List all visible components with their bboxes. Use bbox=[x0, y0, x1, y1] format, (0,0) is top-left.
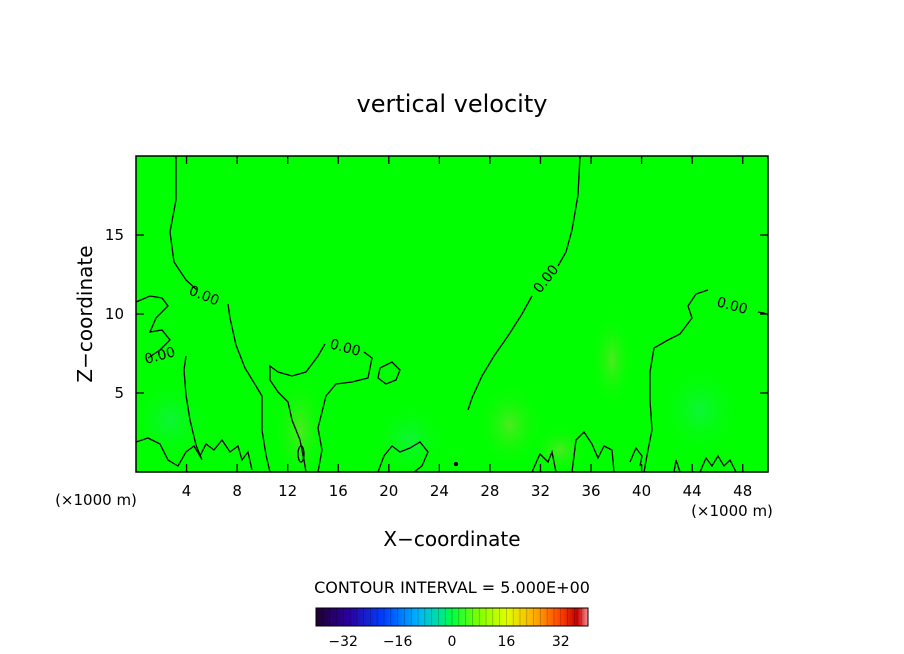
updraft-patch bbox=[136, 375, 210, 465]
contour-zero-left-lower bbox=[136, 295, 203, 461]
contour-zero-center bbox=[269, 343, 326, 472]
x-tick-label: 48 bbox=[733, 482, 752, 500]
field-shading bbox=[136, 310, 745, 472]
x-axis-label: X−coordinate bbox=[383, 527, 520, 551]
x-tick-label: 24 bbox=[430, 482, 449, 500]
contour-bottom-wiggle bbox=[136, 430, 737, 472]
x-tick-label: 20 bbox=[379, 482, 398, 500]
updraft-patch bbox=[530, 425, 590, 472]
contour-dot bbox=[453, 461, 459, 467]
x-tick-label: 12 bbox=[278, 482, 297, 500]
colorbar-tick-label: 16 bbox=[497, 634, 515, 650]
colorbar-tick-label: 32 bbox=[552, 634, 570, 650]
contour-small-loop bbox=[297, 445, 305, 463]
x-tick-label: 8 bbox=[232, 482, 242, 500]
x-tick-label: 16 bbox=[329, 482, 348, 500]
colorbar-tick-label: −32 bbox=[328, 634, 358, 650]
contour-zero-center-b bbox=[317, 351, 373, 472]
x-unit-left: (×1000 m) bbox=[55, 491, 137, 509]
chart-title: vertical velocity bbox=[357, 90, 548, 118]
colorbar bbox=[315, 607, 589, 627]
contour-lines bbox=[136, 156, 768, 472]
contour-label: 0.00 bbox=[143, 344, 177, 368]
y-tick-label: 5 bbox=[114, 384, 124, 402]
updraft-patch bbox=[590, 310, 634, 410]
updraft-patch bbox=[370, 400, 450, 472]
updraft-patch bbox=[272, 370, 328, 472]
colorbar-tick-label: −16 bbox=[383, 634, 413, 650]
x-tick-label: 32 bbox=[531, 482, 550, 500]
contour-interval-text: CONTOUR INTERVAL = 5.000E+00 bbox=[314, 578, 590, 597]
y-tick-label: 15 bbox=[105, 226, 124, 244]
x-tick-label: 40 bbox=[632, 482, 651, 500]
x-tick-label: 36 bbox=[581, 482, 600, 500]
x-tick-label: 28 bbox=[480, 482, 499, 500]
y-tick-label: 10 bbox=[105, 305, 124, 323]
colorbar-ticks: −32 −16 0 16 32 bbox=[328, 634, 569, 650]
x-axis: 4 8 12 16 20 24 28 32 36 40 44 48 bbox=[182, 156, 752, 500]
x-tick-label: 44 bbox=[683, 482, 702, 500]
y-axis: 5 10 15 bbox=[105, 226, 768, 402]
colorbar-tick-label: 0 bbox=[448, 634, 457, 650]
x-unit-right: (×1000 m) bbox=[691, 502, 773, 520]
updraft-patch bbox=[655, 360, 745, 460]
updraft-patch bbox=[475, 380, 545, 470]
contour-label: 0.00 bbox=[715, 294, 749, 318]
contour-zero-right bbox=[467, 156, 581, 411]
contour-zero-left bbox=[169, 156, 271, 472]
contour-label: 0.00 bbox=[328, 336, 362, 360]
contour-zero-far-right bbox=[643, 289, 709, 472]
x-tick-label: 4 bbox=[182, 482, 192, 500]
contour-zero-loop bbox=[377, 361, 401, 385]
y-axis-label: Z−coordinate bbox=[73, 245, 97, 382]
colorbar-segments bbox=[315, 608, 589, 626]
